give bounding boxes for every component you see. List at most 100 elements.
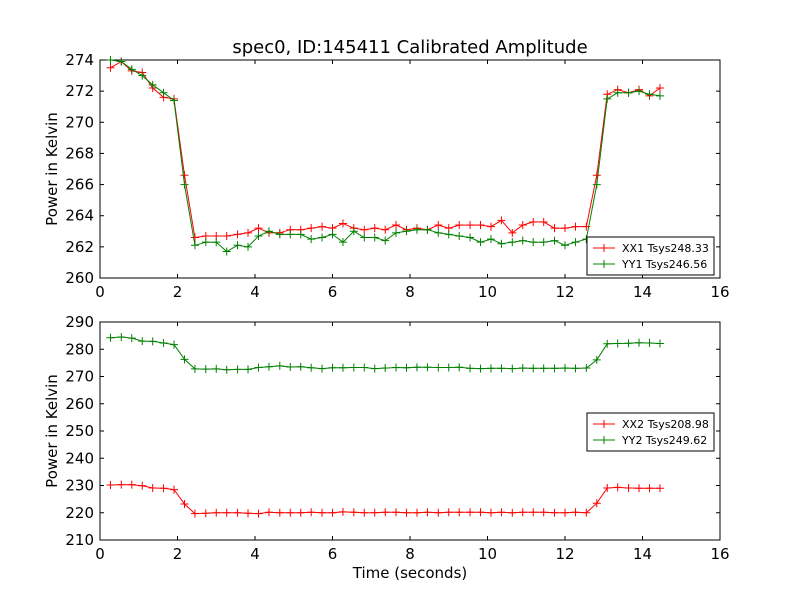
- data-point: [360, 225, 369, 234]
- data-point: [635, 338, 644, 347]
- x-tick-label: 2: [173, 283, 183, 301]
- data-point: [539, 364, 548, 373]
- data-point: [655, 484, 664, 493]
- data-point: [138, 337, 147, 346]
- data-point: [434, 228, 443, 237]
- data-point: [370, 508, 379, 517]
- data-point: [275, 230, 284, 239]
- data-point: [571, 222, 580, 231]
- x-tick-label: 6: [328, 283, 338, 301]
- data-point: [561, 241, 569, 250]
- data-point: [603, 483, 612, 492]
- y-tick-label: 220: [65, 504, 94, 522]
- data-point: [402, 363, 411, 372]
- data-point: [296, 230, 305, 239]
- data-point: [318, 508, 327, 517]
- data-point: [275, 361, 284, 370]
- data-point: [508, 238, 517, 247]
- data-point: [106, 480, 115, 489]
- data-point: [338, 238, 347, 247]
- data-point: [244, 242, 253, 251]
- data-point: [645, 90, 654, 99]
- data-point: [412, 363, 421, 372]
- data-point: [264, 508, 273, 517]
- data-point: [423, 363, 432, 372]
- data-point: [497, 216, 506, 225]
- x-tick-label: 14: [633, 283, 652, 301]
- data-point: [561, 364, 569, 373]
- data-point: [592, 355, 601, 364]
- data-point: [138, 481, 147, 490]
- y-tick-label: 270: [65, 368, 94, 386]
- data-point: [338, 219, 347, 228]
- data-point: [222, 365, 231, 374]
- data-point: [170, 485, 179, 494]
- legend-marker: [600, 244, 608, 252]
- data-point: [624, 88, 633, 97]
- data-point: [476, 238, 485, 247]
- data-point: [233, 241, 242, 250]
- data-point: [254, 509, 263, 518]
- data-point: [582, 508, 591, 517]
- legend-label: YY1 Tsys246.56: [621, 258, 707, 271]
- y-tick-label: 272: [65, 82, 94, 100]
- data-point: [508, 228, 517, 237]
- data-point: [455, 231, 464, 240]
- data-point: [286, 230, 295, 239]
- data-point: [349, 363, 358, 372]
- data-point: [444, 230, 453, 239]
- legend-label: XX1 Tsys248.33: [622, 242, 709, 255]
- data-point: [508, 508, 517, 517]
- data-point: [539, 508, 548, 517]
- y-tick-label: 260: [65, 269, 94, 287]
- data-point: [402, 508, 411, 517]
- data-point: [412, 508, 421, 517]
- data-point: [444, 363, 453, 372]
- x-tick-label: 10: [478, 283, 497, 301]
- data-point: [455, 363, 464, 372]
- data-point: [360, 233, 369, 242]
- data-point: [571, 364, 580, 373]
- data-point: [296, 508, 305, 517]
- data-point: [624, 483, 633, 492]
- legend-label: YY2 Tsys249.62: [621, 434, 707, 447]
- data-point: [212, 238, 221, 247]
- data-point: [180, 500, 189, 509]
- data-point: [127, 334, 136, 343]
- series-line: [110, 60, 661, 239]
- data-point: [190, 241, 199, 250]
- data-point: [392, 221, 401, 230]
- y-tick-label: 250: [65, 422, 94, 440]
- x-tick-label: 14: [633, 545, 652, 563]
- legend: XX2 Tsys208.98 YY2 Tsys249.62: [586, 412, 715, 452]
- y-tick-label: 268: [65, 144, 94, 162]
- data-point: [486, 235, 495, 244]
- x-tick-label: 8: [405, 545, 415, 563]
- series-1: [106, 58, 664, 242]
- data-point: [392, 508, 401, 517]
- data-point: [370, 233, 379, 242]
- chart-panel-2: 0 2 4 6 8 10 12 14 16 210 220 230 240 250 260 270 280 290…: [43, 313, 730, 582]
- data-point: [117, 57, 126, 66]
- data-point: [307, 235, 316, 244]
- data-point: [645, 484, 654, 493]
- legend-marker: [600, 436, 608, 444]
- data-point: [254, 224, 263, 233]
- y-tick-label: 262: [65, 238, 94, 256]
- data-point: [518, 508, 527, 517]
- data-point: [159, 88, 168, 97]
- data-point: [592, 180, 601, 189]
- data-point: [508, 364, 517, 373]
- x-tick-label: 8: [405, 283, 415, 301]
- y-tick-label: 266: [65, 176, 94, 194]
- legend-box: [586, 236, 715, 276]
- data-point: [328, 363, 337, 372]
- data-point: [360, 508, 369, 517]
- data-point: [212, 364, 221, 373]
- legend-label: XX2 Tsys208.98: [622, 418, 709, 431]
- data-point: [233, 365, 242, 374]
- data-point: [466, 233, 475, 242]
- data-point: [529, 217, 538, 226]
- data-point: [486, 364, 495, 373]
- data-point: [349, 508, 358, 517]
